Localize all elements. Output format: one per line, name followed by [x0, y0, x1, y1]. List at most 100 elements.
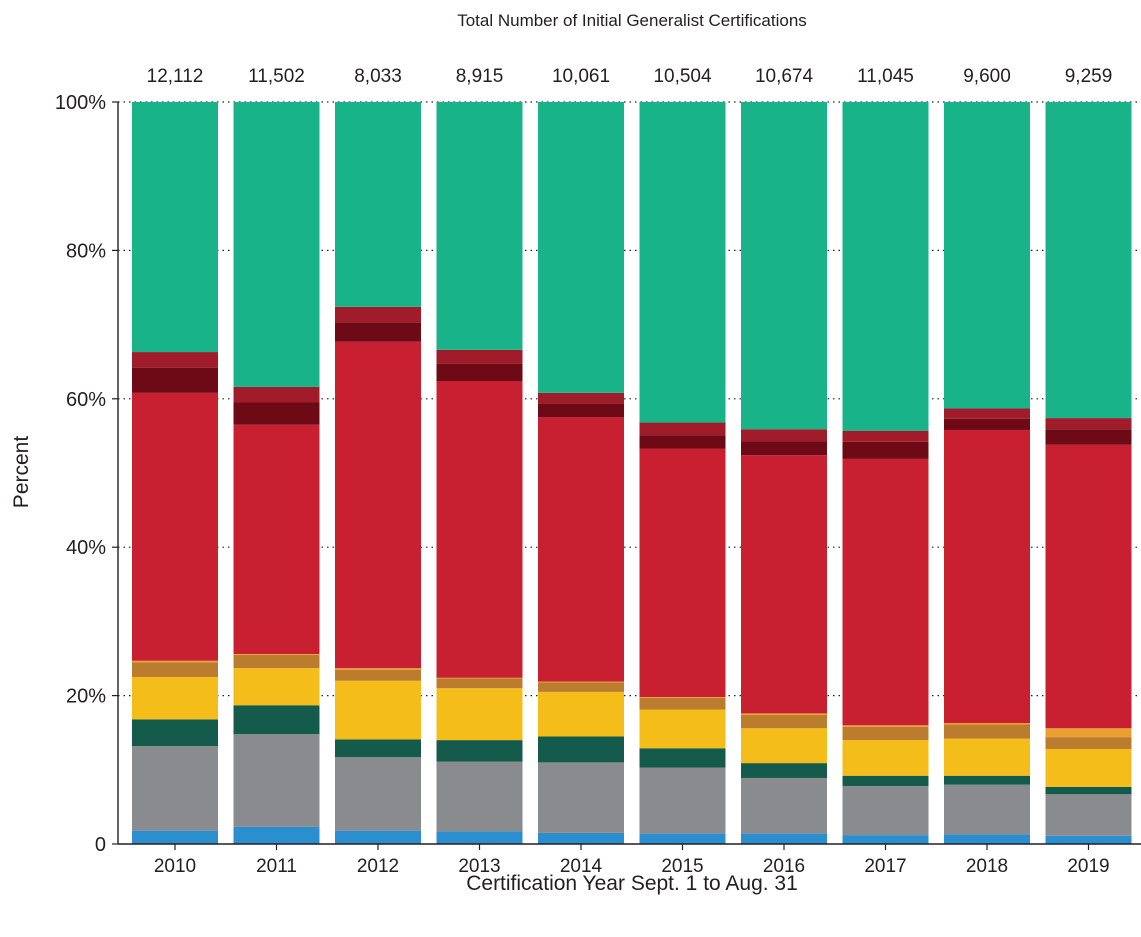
bar-segment [842, 775, 929, 787]
bar-segment [436, 380, 523, 678]
bar-segment [741, 714, 827, 729]
bar-segment [741, 777, 827, 834]
x-tick-label: 2019 [1067, 856, 1109, 877]
bar-segment [1045, 835, 1132, 844]
bar-segment [944, 775, 1030, 785]
bar-segment [335, 341, 421, 669]
bars [132, 102, 1132, 844]
bar-segment [436, 761, 523, 832]
x-axis-title: Certification Year Sept. 1 to Aug. 31 [466, 872, 798, 895]
bar-segment [132, 746, 218, 831]
y-axis-title: Percent [10, 436, 33, 509]
bar-segment [1045, 728, 1132, 738]
bar-segment [741, 728, 827, 764]
bar-segment [1045, 102, 1132, 419]
x-tick-label: 2010 [154, 856, 196, 877]
bar-segment [944, 738, 1030, 776]
bar-segment [538, 681, 624, 683]
bar-segment [639, 833, 726, 844]
total-count-label: 11,502 [248, 66, 305, 87]
bar-segment [132, 662, 218, 678]
x-tick-label: 2013 [458, 856, 500, 877]
bar-segment [1045, 737, 1132, 750]
bar-segment [233, 402, 320, 425]
bar-segment [1045, 444, 1132, 729]
bar-segment [944, 724, 1030, 739]
bar-segment [335, 680, 421, 740]
bar-segment [639, 422, 726, 436]
bar-segment [538, 403, 624, 418]
bar-segment [842, 441, 929, 459]
bar-segment [741, 429, 827, 442]
bar-segment [436, 831, 523, 844]
bar-segment [1045, 429, 1132, 445]
total-count-label: 10,504 [653, 66, 712, 87]
bar-segment [538, 691, 624, 737]
bar-segment [436, 740, 523, 762]
bar-segment [944, 418, 1030, 430]
bar-segment [233, 826, 320, 844]
total-count-label: 12,112 [147, 66, 204, 87]
bar-segment [639, 448, 726, 698]
bar-segment [233, 705, 320, 735]
y-tick-label: 20% [66, 686, 106, 708]
bar-segment [842, 726, 929, 741]
bar-segment [1045, 794, 1132, 836]
bar-segment [132, 660, 218, 663]
bar-segment [335, 102, 421, 307]
bar-segment [842, 102, 929, 431]
bar-segment [436, 102, 523, 350]
bar-segment [741, 833, 827, 844]
bar-segment [639, 709, 726, 749]
bar-segment [335, 757, 421, 831]
bar-segment [335, 668, 421, 670]
bar-segment [944, 784, 1030, 835]
bar-segment [132, 392, 218, 661]
bar-segment [132, 830, 218, 844]
bar-segment [436, 688, 523, 741]
bar-segment [538, 417, 624, 682]
bar-segment [741, 455, 827, 714]
bar-segment [436, 363, 523, 381]
bar-segment [842, 740, 929, 776]
bar-segment [842, 835, 929, 844]
bar-segment [233, 386, 320, 403]
x-tick-label: 2015 [661, 856, 703, 877]
y-tick-label: 100% [55, 92, 106, 114]
bar-segment [538, 392, 624, 404]
bar-segment [538, 682, 624, 692]
axes [112, 101, 1141, 850]
bar-segment [233, 668, 320, 706]
bar-segment [842, 786, 929, 836]
total-count-label: 10,061 [552, 66, 610, 87]
bar-segment [741, 102, 827, 430]
y-tick-label: 80% [66, 240, 106, 262]
bar-segment [335, 322, 421, 342]
bar-segment [436, 349, 523, 364]
bar-segment [538, 762, 624, 833]
bar-segment [639, 767, 726, 834]
total-count-label: 9,600 [963, 66, 1011, 87]
bar-segment [639, 102, 726, 423]
y-tick-label: 40% [66, 537, 106, 559]
bar-segment [639, 748, 726, 768]
total-count-label: 8,033 [354, 66, 402, 87]
bar-segment [335, 739, 421, 758]
bar-segment [944, 102, 1030, 409]
bar-segment [132, 367, 218, 393]
total-count-label: 9,259 [1065, 66, 1113, 87]
total-count-label: 10,674 [755, 66, 814, 87]
bar-segment [741, 763, 827, 778]
x-tick-label: 2017 [864, 856, 906, 877]
bar-segment [436, 678, 523, 689]
x-tick-label: 2012 [357, 856, 399, 877]
bar-segment [944, 723, 1030, 725]
bar-segment [639, 697, 726, 698]
chart-title: Total Number of Initial Generalist Certi… [457, 11, 807, 30]
bar-segment [233, 654, 320, 655]
bar-segment [233, 424, 320, 655]
bar-segment [538, 102, 624, 393]
bar-segment [842, 725, 929, 727]
bar-segment [944, 408, 1030, 419]
